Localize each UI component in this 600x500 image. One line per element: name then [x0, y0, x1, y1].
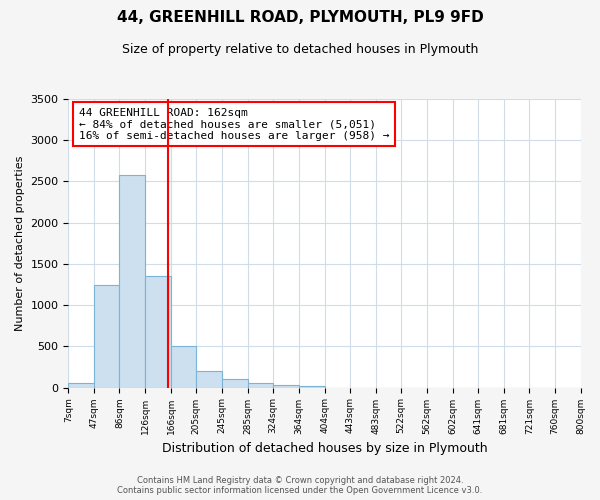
Bar — [68, 384, 94, 388]
Bar — [94, 286, 119, 388]
Bar — [248, 384, 273, 388]
Text: 44 GREENHILL ROAD: 162sqm
← 84% of detached houses are smaller (5,051)
16% of se: 44 GREENHILL ROAD: 162sqm ← 84% of detac… — [79, 108, 389, 141]
Bar — [171, 346, 196, 388]
X-axis label: Distribution of detached houses by size in Plymouth: Distribution of detached houses by size … — [161, 442, 487, 455]
Bar — [222, 380, 248, 388]
Bar — [273, 385, 299, 388]
Bar — [196, 371, 222, 388]
Bar — [119, 175, 145, 388]
Bar — [145, 276, 171, 388]
Bar — [299, 386, 325, 388]
Text: Size of property relative to detached houses in Plymouth: Size of property relative to detached ho… — [122, 42, 478, 56]
Y-axis label: Number of detached properties: Number of detached properties — [15, 156, 25, 331]
Text: Contains HM Land Registry data © Crown copyright and database right 2024.
Contai: Contains HM Land Registry data © Crown c… — [118, 476, 482, 495]
Text: 44, GREENHILL ROAD, PLYMOUTH, PL9 9FD: 44, GREENHILL ROAD, PLYMOUTH, PL9 9FD — [116, 10, 484, 25]
